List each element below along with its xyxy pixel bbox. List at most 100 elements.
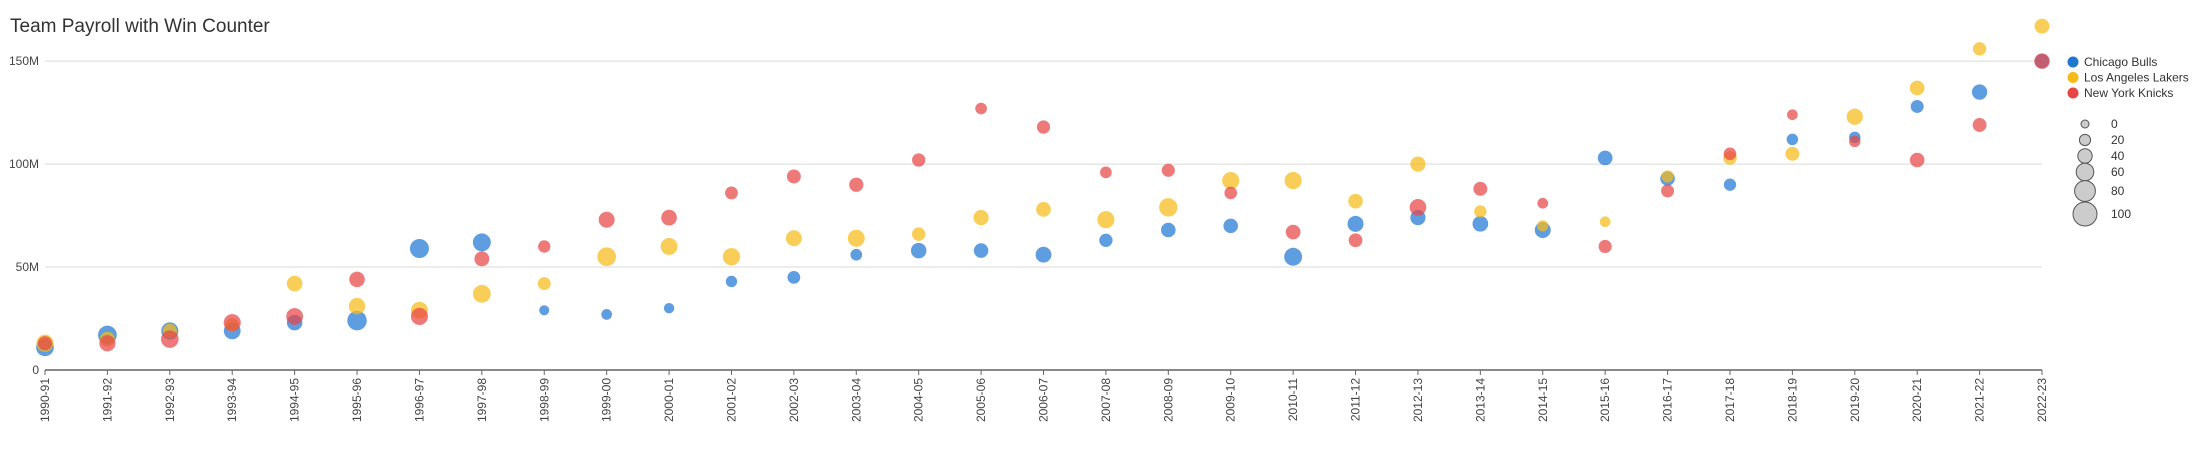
data-point-new-york-knicks	[849, 177, 864, 192]
x-tick-label: 2017-18	[1723, 378, 1737, 422]
data-point-los-angeles-lakers	[1222, 172, 1240, 190]
x-tick-label: 2010-11	[1286, 378, 1300, 421]
x-tick-label: 2003-04	[849, 378, 863, 422]
size-legend-label: 60	[2111, 165, 2125, 179]
x-tick-label: 1991-92	[100, 378, 114, 422]
data-point-chicago-bulls	[1723, 178, 1737, 191]
data-point-los-angeles-lakers	[1785, 146, 1800, 161]
data-point-los-angeles-lakers	[785, 230, 802, 247]
legend-label: Chicago Bulls	[2084, 55, 2157, 69]
legend-label: Los Angeles Lakers	[2084, 71, 2189, 85]
x-tick-label: 1996-97	[412, 378, 426, 422]
x-tick-label: 1999-00	[600, 378, 614, 422]
data-point-new-york-knicks	[661, 209, 677, 226]
data-point-new-york-knicks	[1849, 135, 1861, 148]
x-tick-label: 2020-21	[1910, 378, 1924, 422]
x-tick-label: 2014-15	[1536, 378, 1550, 422]
data-point-chicago-bulls	[1284, 247, 1303, 266]
data-point-chicago-bulls	[409, 239, 429, 259]
data-point-chicago-bulls	[1347, 215, 1364, 232]
data-point-new-york-knicks	[223, 314, 241, 332]
x-tick-label: 1990-91	[38, 378, 52, 422]
y-tick-label: 50M	[16, 260, 39, 274]
data-point-chicago-bulls	[1597, 150, 1613, 166]
data-point-new-york-knicks	[1909, 152, 1925, 168]
x-tick-label: 2001-02	[724, 378, 738, 422]
size-legend-label: 40	[2111, 149, 2125, 163]
size-legend-circle	[2077, 148, 2093, 164]
x-tick-label: 2005-06	[974, 378, 988, 422]
x-tick-label: 1998-99	[537, 378, 551, 422]
legend-swatch	[2067, 72, 2079, 83]
data-point-new-york-knicks	[1409, 199, 1427, 216]
data-point-los-angeles-lakers	[847, 229, 865, 247]
data-point-new-york-knicks	[1661, 184, 1675, 198]
data-point-new-york-knicks	[1537, 197, 1549, 209]
data-point-chicago-bulls	[1786, 133, 1799, 146]
data-point-los-angeles-lakers	[660, 237, 678, 255]
data-point-new-york-knicks	[286, 308, 304, 325]
data-point-chicago-bulls	[1223, 218, 1238, 234]
x-tick-label: 1993-94	[225, 378, 239, 422]
data-point-new-york-knicks	[1723, 147, 1737, 161]
x-tick-label: 2000-01	[662, 378, 676, 422]
data-point-los-angeles-lakers	[1036, 202, 1051, 217]
data-point-chicago-bulls	[787, 270, 801, 284]
data-point-chicago-bulls	[725, 275, 738, 288]
data-point-new-york-knicks	[1787, 109, 1798, 121]
data-point-chicago-bulls	[663, 303, 675, 314]
data-point-los-angeles-lakers	[1284, 172, 1302, 190]
data-point-los-angeles-lakers	[1159, 198, 1178, 217]
x-tick-label: 2016-17	[1661, 378, 1675, 422]
data-point-los-angeles-lakers	[1097, 211, 1115, 229]
x-tick-label: 1994-95	[288, 378, 302, 422]
data-point-chicago-bulls	[850, 248, 863, 261]
data-point-new-york-knicks	[349, 271, 365, 288]
x-tick-label: 2011-12	[1349, 378, 1363, 421]
data-point-los-angeles-lakers	[1537, 220, 1549, 232]
data-point-chicago-bulls	[1971, 84, 1988, 100]
data-point-new-york-knicks	[1285, 224, 1301, 240]
size-legend-circle	[2075, 162, 2095, 182]
data-point-los-angeles-lakers	[722, 248, 741, 266]
legend-label: New York Knicks	[2084, 86, 2173, 100]
x-tick-label: 2018-19	[1785, 378, 1799, 422]
size-legend-circle	[2072, 201, 2098, 227]
data-point-new-york-knicks	[1972, 118, 1987, 132]
data-point-new-york-knicks	[598, 211, 615, 228]
data-point-new-york-knicks	[37, 336, 53, 351]
legend-swatch	[2067, 56, 2079, 68]
size-legend-label: 80	[2111, 184, 2125, 198]
data-point-los-angeles-lakers	[286, 275, 303, 292]
data-point-los-angeles-lakers	[1474, 205, 1487, 218]
chart-title: Team Payroll with Win Counter	[10, 16, 270, 37]
data-point-los-angeles-lakers	[1846, 108, 1863, 125]
data-point-chicago-bulls	[910, 242, 927, 259]
legend-swatch	[2067, 87, 2079, 99]
size-legend-label: 20	[2111, 133, 2125, 147]
x-tick-label: 1995-96	[350, 378, 364, 422]
x-tick-label: 1992-93	[163, 378, 177, 422]
size-legend-label: 100	[2111, 207, 2131, 221]
data-point-new-york-knicks	[1161, 163, 1175, 177]
data-point-los-angeles-lakers	[348, 297, 366, 315]
data-point-new-york-knicks	[410, 307, 428, 326]
data-point-los-angeles-lakers	[1972, 42, 1987, 56]
data-point-new-york-knicks	[1348, 233, 1363, 248]
data-point-new-york-knicks	[1598, 239, 1612, 254]
data-point-new-york-knicks	[725, 186, 738, 200]
size-legend-circle	[2080, 119, 2090, 129]
x-tick-label: 2007-08	[1099, 378, 1113, 422]
data-point-new-york-knicks	[1473, 181, 1488, 196]
data-point-los-angeles-lakers	[1348, 193, 1363, 209]
size-legend-label: 0	[2111, 117, 2118, 131]
data-point-chicago-bulls	[1035, 246, 1052, 263]
data-point-new-york-knicks	[161, 330, 179, 348]
x-tick-label: 1997-98	[475, 378, 489, 422]
data-point-los-angeles-lakers	[1410, 156, 1426, 172]
data-point-chicago-bulls	[973, 243, 989, 258]
data-point-new-york-knicks	[99, 335, 116, 352]
data-point-new-york-knicks	[538, 240, 551, 253]
data-point-los-angeles-lakers	[1599, 216, 1611, 228]
